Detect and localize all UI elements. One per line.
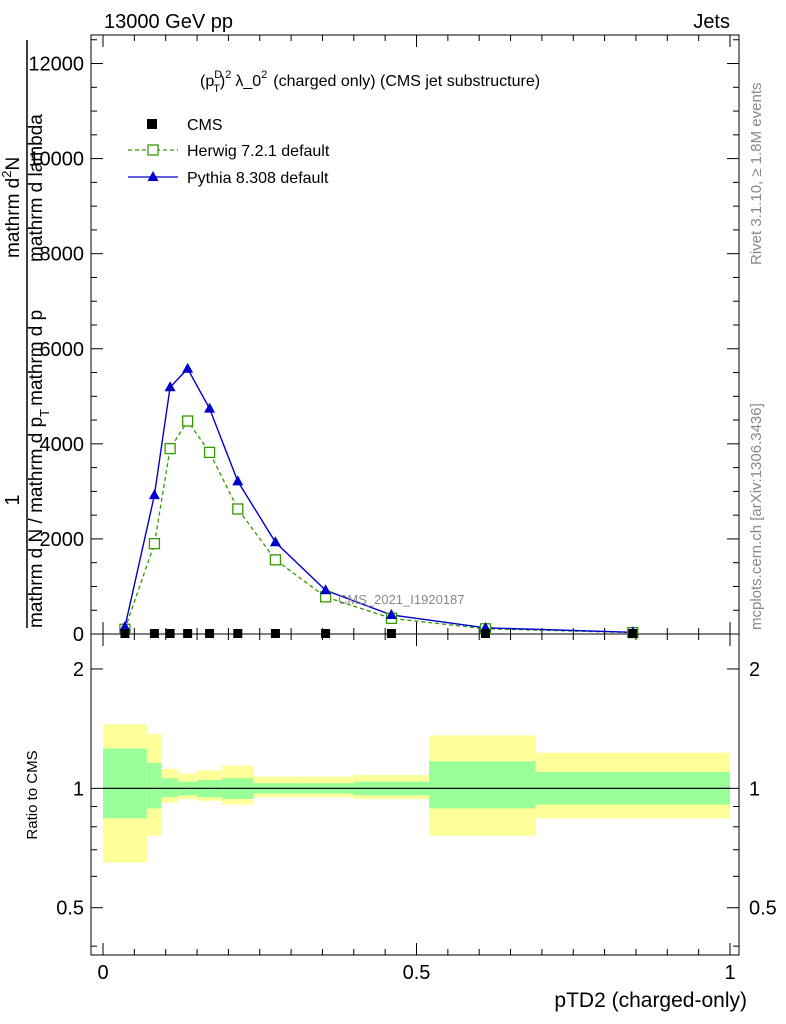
pythia-point-2 (164, 381, 176, 392)
pythia-point-6 (269, 536, 281, 547)
ratio-y-tick-label-2: 2 (73, 659, 84, 681)
ratio-band-inner-0 (103, 748, 147, 819)
ratio-bands (103, 724, 730, 863)
legend-pythia-label: Pythia 8.308 default (187, 170, 329, 187)
rivet-label: Rivet 3.1.10, ≥ 1.8M events (748, 83, 765, 266)
main-ylabel: 1 mathrm d N / mathrm d pTmathrm d p mat… (0, 40, 52, 628)
main-series (119, 362, 639, 639)
x-tick-label-0: 0 (97, 962, 108, 984)
x-axis-label: pTD2 (charged-only) (554, 989, 747, 1012)
ylabel-numerator-tail: mathrm d lambda (26, 114, 47, 262)
svg-text:mathrm d N / mathrm d pTmathrm: mathrm d N / mathrm d pTmathrm d p (26, 310, 52, 628)
ratio-band-inner-9 (429, 761, 536, 809)
pythia-point-4 (204, 402, 216, 413)
ratio-band-inner-2 (161, 778, 179, 798)
svg-text:mathrm d2N: mathrm d2N (0, 157, 24, 258)
title-suffix: (charged only) (CMS jet substructure) (273, 73, 540, 90)
x-tick-label-0.5: 0.5 (403, 962, 431, 984)
ratio-y-tick-label-right-0.5: 0.5 (749, 898, 777, 920)
title-pt-exp: 2 (225, 69, 231, 81)
pythia-point-1 (148, 489, 160, 500)
legend-cms-label: CMS (187, 117, 223, 134)
y-tick-label-12000: 12000 (28, 54, 84, 76)
ylabel-denominator-sub: T (37, 409, 52, 417)
legend-cms-marker (147, 119, 157, 129)
analysis-watermark: CMS_2021_I1920187 (338, 592, 465, 607)
cms-point-4 (205, 629, 215, 638)
y-tick-label-0: 0 (73, 624, 84, 646)
ylabel-numerator-sup: 2 (0, 171, 14, 178)
ylabel-numerator-n: N (3, 157, 24, 171)
herwig-point-1 (148, 538, 161, 550)
pythia-point-5 (232, 475, 244, 486)
pythia-point-3 (182, 362, 194, 373)
y-tick-label-2000: 2000 (40, 529, 85, 551)
cms-point-9 (480, 629, 490, 638)
cms-point-3 (183, 629, 193, 638)
header-right: Jets (693, 11, 730, 33)
legend-herwig-label: Herwig 7.2.1 default (187, 143, 330, 160)
ratio-y-tick-label-right-1: 1 (749, 778, 760, 800)
cms-point-2 (165, 629, 175, 638)
ratio-plot-frame (90, 633, 740, 956)
title-lambda: λ_0 (235, 73, 261, 90)
herwig-point-5 (232, 503, 244, 515)
pythia-point-8 (385, 608, 397, 619)
legend-pythia-marker (147, 171, 159, 181)
cms-point-1 (149, 629, 159, 638)
ratio-ylabel: Ratio to CMS (24, 750, 41, 839)
herwig-point-4 (203, 446, 216, 459)
cms-point-8 (386, 629, 396, 638)
cms-point-5 (233, 629, 243, 638)
y-tick-label-4000: 4000 (40, 434, 85, 456)
herwig-point-6 (269, 554, 282, 566)
cms-point-10 (628, 629, 638, 638)
title-lambda-exp: 2 (261, 69, 267, 81)
title-pt-open: (p (200, 73, 214, 90)
title-pt-close: ) (220, 73, 225, 90)
y-tick-label-6000: 6000 (40, 339, 85, 361)
y-tick-label-8000: 8000 (40, 244, 85, 266)
svg-text:(pDT)2λ_02(charged only) (CMS: (pD T)2 λ_02 (charged only) (CMS jet substr… (200, 69, 540, 95)
x-tick-label-1: 1 (724, 962, 735, 984)
herwig-point-3 (181, 415, 194, 427)
pythia-point-7 (320, 584, 332, 595)
ratio-band-inner-1 (146, 762, 162, 809)
ylabel-denominator: mathrm d N / mathrm d p (26, 417, 47, 628)
ratio-y-tick-label-1: 1 (73, 778, 84, 800)
legend: CMS Herwig 7.2.1 default Pythia 8.308 de… (128, 117, 330, 187)
title-pt-sup: D (214, 69, 222, 81)
header-left: 13000 GeV pp (104, 11, 233, 33)
axis-ticks (91, 35, 739, 955)
pythia-point-0 (119, 620, 131, 631)
herwig-point-2 (164, 442, 176, 455)
ylabel-denominator-tail: mathrm d p (26, 310, 47, 406)
cms-point-0 (120, 629, 130, 638)
y-tick-label-10000: 10000 (28, 149, 84, 171)
cms-point-6 (270, 629, 280, 638)
ratio-y-tick-label-right-2: 2 (749, 659, 760, 681)
ratio-y-tick-label-0.5: 0.5 (56, 898, 84, 920)
legend-herwig-marker (147, 144, 159, 156)
svg-text:mathrm d lambda: mathrm d lambda (26, 114, 47, 262)
mcplots-label: mcplots.cern.ch [arXiv:1306.3436] (748, 403, 765, 630)
plot-title: (pD T)2 λ_02 (charged only) (CMS jet substr… (200, 69, 540, 95)
ylabel-one: 1 (2, 494, 24, 505)
herwig-line (124, 419, 633, 634)
cms-point-7 (321, 629, 331, 638)
ylabel-numerator: mathrm d (3, 178, 24, 258)
title-pt-sub: T (213, 83, 220, 95)
